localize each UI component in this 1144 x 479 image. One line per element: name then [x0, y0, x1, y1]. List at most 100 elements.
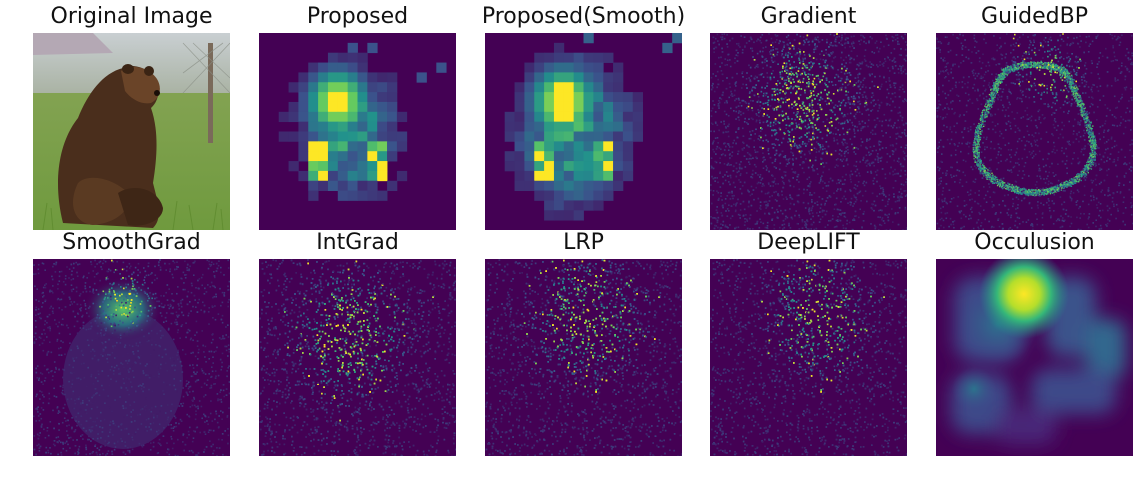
saliency-pixel [831, 81, 833, 83]
saliency-pixel [864, 60, 867, 62]
saliency-pixel [761, 56, 764, 58]
saliency-pixel [842, 227, 845, 229]
saliency-pixel [881, 83, 883, 86]
saliency-pixel [830, 53, 833, 55]
saliency-pixel [790, 71, 793, 73]
saliency-pixel [745, 102, 748, 104]
saliency-pixel [768, 200, 771, 202]
saliency-pixel [831, 218, 834, 220]
saliency-pixel [855, 198, 858, 201]
saliency-pixel [880, 85, 883, 88]
heatmap-cell [613, 121, 624, 132]
saliency-pixel [794, 172, 797, 174]
saliency-pixel [776, 208, 778, 211]
saliency-pixel [773, 90, 776, 93]
saliency-pixel [713, 130, 715, 133]
saliency-pixel [791, 122, 794, 125]
saliency-pixel [803, 188, 805, 191]
heatmap-cell [357, 101, 368, 113]
saliency-pixel [819, 148, 822, 151]
saliency-pixel [762, 67, 764, 69]
saliency-pixel [820, 158, 823, 160]
saliency-pixel [879, 148, 881, 151]
saliency-pixel [826, 94, 829, 96]
saliency-pixel [775, 129, 777, 132]
saliency-pixel [832, 132, 835, 135]
saliency-pixel [715, 217, 717, 220]
saliency-pixel [874, 204, 877, 207]
saliency-pixel [788, 80, 790, 82]
saliency-pixel [762, 183, 764, 185]
heatmap-cell [544, 180, 555, 191]
saliency-pixel [868, 114, 870, 116]
saliency-pixel [791, 198, 794, 200]
saliency-pixel [798, 181, 800, 183]
saliency-pixel [710, 110, 713, 112]
saliency-pixel [722, 182, 724, 185]
heatmap-cell [534, 180, 545, 191]
saliency-pixel [845, 159, 848, 161]
saliency-pixel [846, 113, 849, 115]
saliency-pixel [796, 52, 799, 54]
saliency-pixel [831, 111, 834, 113]
saliency-pixel [807, 82, 810, 85]
saliency-pixel [710, 157, 713, 159]
outline-pixel [978, 164, 980, 166]
saliency-pixel [820, 203, 823, 206]
heatmap-cell [573, 200, 584, 211]
saliency-pixel [801, 219, 804, 221]
saliency-pixel [792, 140, 794, 143]
saliency-pixel [835, 225, 838, 228]
saliency-pixel [734, 83, 736, 86]
saliency-pixel [804, 73, 806, 75]
saliency-pixel [716, 137, 719, 139]
saliency-pixel [810, 223, 813, 226]
saliency-pixel [734, 210, 737, 213]
saliency-pixel [770, 37, 773, 40]
heatmap-cell [298, 151, 309, 162]
saliency-pixel [853, 97, 856, 100]
saliency-pixel [751, 47, 753, 50]
saliency-pixel [889, 70, 891, 72]
saliency-pixel [785, 65, 788, 68]
saliency-pixel [800, 120, 803, 122]
saliency-pixel [771, 94, 774, 96]
saliency-pixel [806, 66, 809, 69]
saliency-pixel [772, 49, 774, 51]
saliency-pixel [759, 130, 762, 132]
saliency-pixel [874, 103, 877, 106]
saliency-pixel [728, 164, 731, 166]
saliency-pixel [771, 95, 773, 98]
saliency-pixel [864, 96, 867, 99]
saliency-pixel [835, 219, 838, 222]
heatmap-cell [367, 151, 378, 162]
saliency-pixel [748, 92, 751, 94]
saliency-pixel [808, 213, 811, 215]
saliency-pixel [894, 168, 896, 171]
saliency-pixel [874, 158, 877, 161]
saliency-pixel [811, 143, 813, 146]
outline-pixel [1089, 144, 1091, 146]
saliency-pixel [842, 143, 844, 145]
outline-pixel [1084, 165, 1086, 167]
saliency-pixel [767, 124, 769, 127]
saliency-pixel [781, 150, 784, 153]
saliency-pixel [905, 54, 907, 57]
heatmap-cell [544, 141, 555, 152]
saliency-pixel [830, 44, 832, 47]
saliency-pixel [782, 67, 784, 69]
saliency-pixel [762, 50, 764, 53]
saliency-pixel [898, 88, 901, 91]
saliency-pixel [857, 181, 860, 183]
saliency-pixel [728, 204, 730, 206]
outline-pixel [1085, 116, 1088, 118]
saliency-pixel [718, 101, 721, 104]
saliency-pixel [718, 56, 720, 59]
saliency-pixel [766, 85, 768, 87]
saliency-pixel [765, 57, 767, 60]
saliency-pixel [790, 147, 792, 150]
saliency-pixel [802, 36, 805, 38]
saliency-pixel [808, 176, 811, 179]
saliency-pixel [712, 86, 714, 89]
saliency-pixel [712, 42, 715, 44]
